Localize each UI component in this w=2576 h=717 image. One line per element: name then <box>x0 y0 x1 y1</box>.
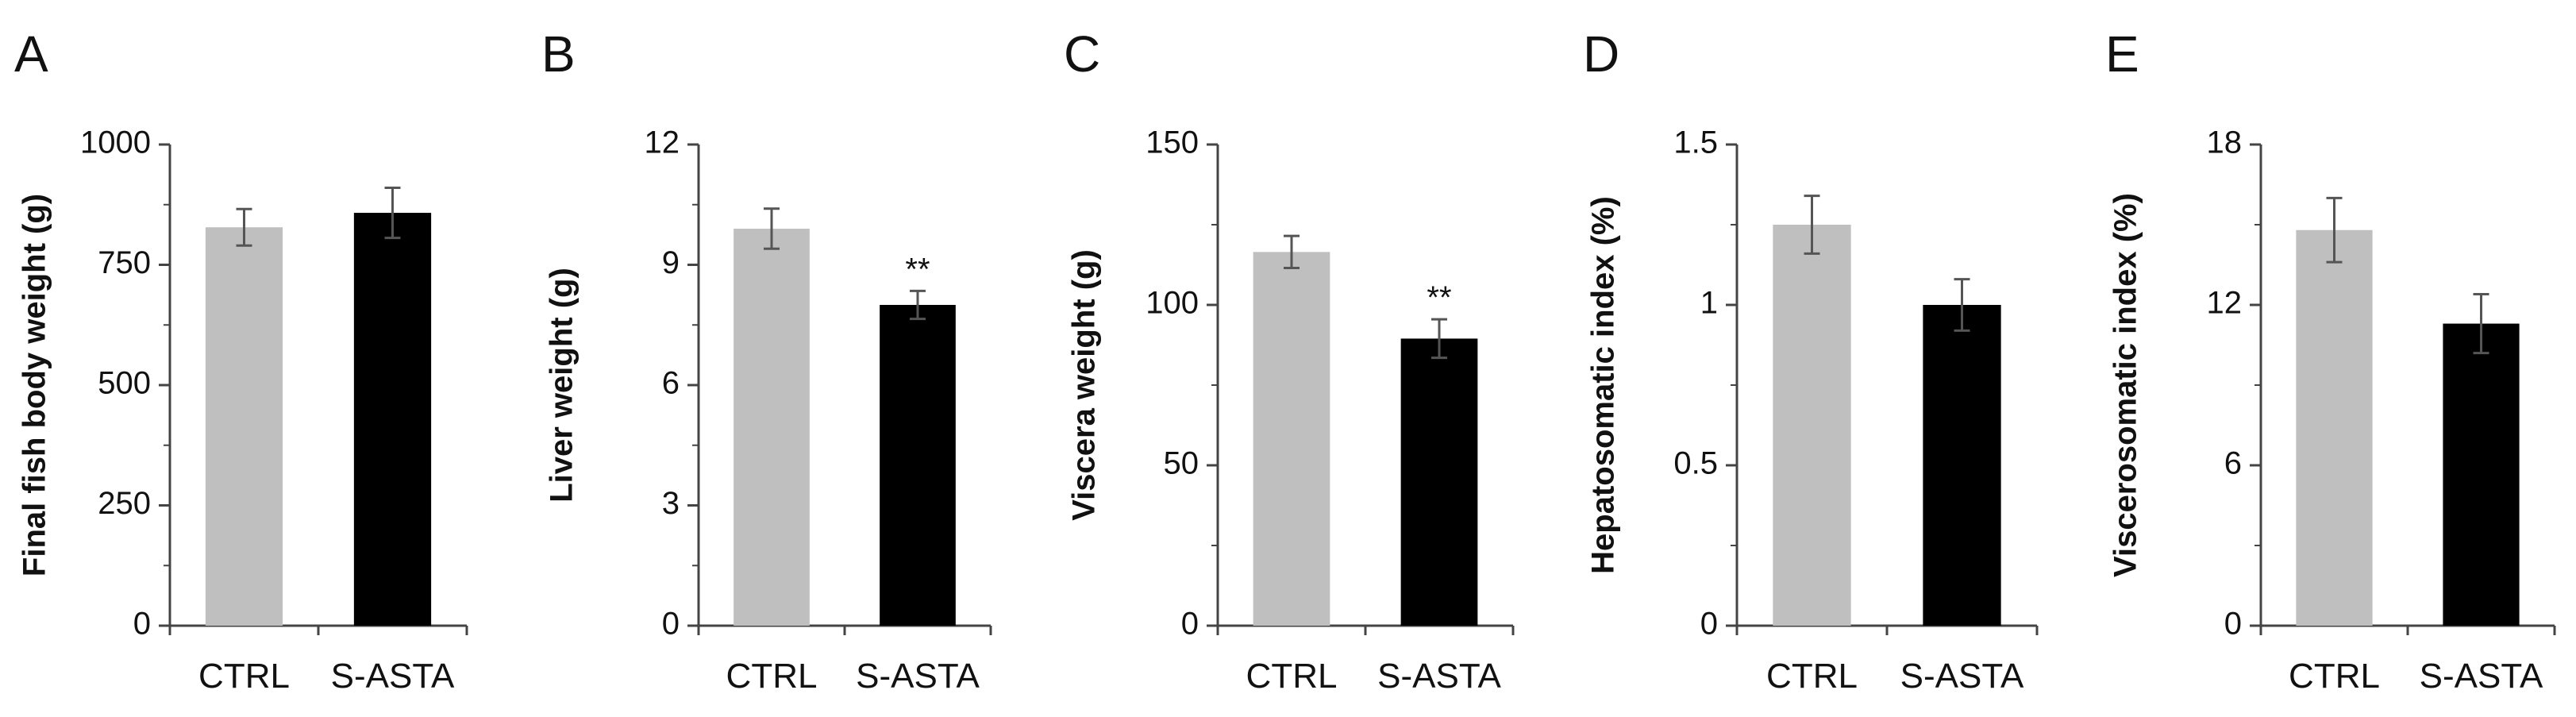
y-tick-label: 9 <box>662 245 680 280</box>
x-category-label: CTRL <box>1766 657 1858 696</box>
bar-ctrl <box>205 227 283 626</box>
x-category-label: CTRL <box>1246 657 1338 696</box>
panel-C: C Viscera weight (g) 0 50 100 150 CTRL ** S-ASTA <box>1064 25 1515 696</box>
y-tick-label: 0 <box>133 607 151 642</box>
panel-letter: A <box>14 25 48 83</box>
x-category-label: S-ASTA <box>1377 657 1501 696</box>
y-tick-label: 750 <box>98 245 151 280</box>
panel-A: A Final fish body weight (g) 0 250 500 750 100… <box>14 25 468 696</box>
y-tick-label: 1 <box>1700 286 1718 321</box>
bar-ctrl <box>734 229 810 626</box>
y-tick-label: 0 <box>1700 607 1718 642</box>
y-tick-label: 6 <box>2224 446 2242 481</box>
y-tick-label: 0.5 <box>1673 446 1718 481</box>
significance-marker: ** <box>1427 280 1451 315</box>
bar-s-asta <box>1923 305 2001 626</box>
bar-s-asta <box>1400 338 1478 626</box>
y-tick-label: 12 <box>645 125 680 160</box>
y-tick-label: 18 <box>2207 125 2243 160</box>
bar-ctrl <box>1773 225 1851 626</box>
x-category-label: CTRL <box>726 657 818 696</box>
bar-ctrl <box>1253 252 1330 626</box>
y-tick-label: 50 <box>1164 446 1199 481</box>
panel-E: E Viscerosomatic index (%) 0 6 12 18 CTRL S-AST… <box>2105 25 2556 696</box>
y-tick-label: 100 <box>1146 286 1199 321</box>
significance-marker: ** <box>905 252 930 287</box>
panel-D: D Hepatosomatic index (%) 0 0.5 1 1.5 CTRL S-AS… <box>1583 25 2039 696</box>
x-category-label: S-ASTA <box>331 657 455 696</box>
y-tick-label: 250 <box>98 486 151 521</box>
y-tick-label: 3 <box>662 486 680 521</box>
y-axis-label: Viscera weight (g) <box>1067 249 1102 521</box>
y-axis-label: Hepatosomatic index (%) <box>1586 196 1621 574</box>
x-category-label: CTRL <box>2289 657 2380 696</box>
y-axis-label: Liver weight (g) <box>545 268 580 503</box>
y-tick-label: 6 <box>662 366 680 401</box>
x-category-label: S-ASTA <box>2420 657 2543 696</box>
y-axis-label: Final fish body weight (g) <box>17 194 52 576</box>
x-category-label: CTRL <box>198 657 290 696</box>
bar-s-asta <box>353 213 432 626</box>
y-tick-label: 1000 <box>80 125 151 160</box>
panel-B: B Liver weight (g) 0 3 6 9 12 CTRL ** S-ASTA <box>541 25 992 696</box>
panel-letter: D <box>1583 25 1619 83</box>
x-category-label: S-ASTA <box>1900 657 2024 696</box>
panel-letter: B <box>541 25 576 83</box>
x-category-label: S-ASTA <box>856 657 980 696</box>
bar-s-asta <box>2443 323 2520 626</box>
y-tick-label: 0 <box>1181 607 1199 642</box>
panel-letter: C <box>1064 25 1100 83</box>
y-tick-label: 0 <box>2224 607 2242 642</box>
y-tick-label: 12 <box>2207 286 2243 321</box>
y-tick-label: 150 <box>1146 125 1199 160</box>
panel-letter: E <box>2105 25 2139 83</box>
bar-s-asta <box>880 305 956 626</box>
y-tick-label: 1.5 <box>1673 125 1718 160</box>
y-tick-label: 500 <box>98 366 151 401</box>
y-axis-label: Viscerosomatic index (%) <box>2108 193 2143 577</box>
bar-ctrl <box>2296 229 2373 626</box>
y-tick-label: 0 <box>662 607 680 642</box>
